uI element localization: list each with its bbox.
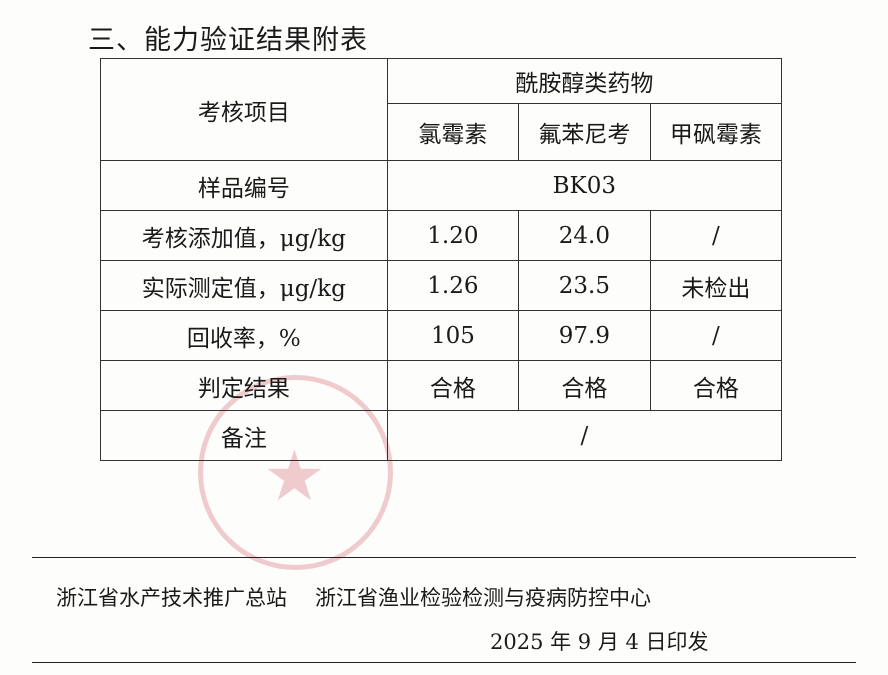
cell: 1.20 — [386, 210, 520, 261]
row-label: 考核添加值，μg/kg — [100, 210, 388, 261]
cell: / — [649, 210, 783, 261]
table-row: 实际测定值，μg/kg 1.26 23.5 未检出 — [100, 260, 783, 311]
table-row: 考核添加值，μg/kg 1.20 24.0 / — [100, 210, 783, 261]
divider-top — [32, 557, 856, 558]
header-drug: 氟苯尼考 — [518, 103, 651, 161]
row-label: 判定结果 — [100, 360, 388, 411]
footer-issuers: 浙江省水产技术推广总站 浙江省渔业检验检测与疫病防控中心 — [56, 582, 651, 612]
table-row: 回收率，% 105 97.9 / — [100, 310, 783, 361]
cell: 1.26 — [386, 260, 520, 311]
divider-bottom — [32, 662, 856, 663]
cell: 24.0 — [518, 210, 651, 261]
cell: 23.5 — [518, 260, 651, 311]
cell: / — [649, 310, 783, 361]
sample-id: BK03 — [386, 160, 783, 211]
section-title: 三、能力验证结果附表 — [88, 25, 368, 56]
cell: 合格 — [518, 360, 651, 411]
issuer-2: 浙江省渔业检验检测与疫病防控中心 — [315, 586, 651, 610]
row-label: 备注 — [100, 410, 388, 461]
results-table: 考核项目 酰胺醇类药物 氯霉素 氟苯尼考 甲砜霉素 样品编号 BK03 考核添加… — [100, 58, 783, 461]
row-label: 回收率，% — [100, 310, 388, 361]
cell: 105 — [386, 310, 520, 361]
cell: 未检出 — [649, 260, 783, 311]
row-label: 样品编号 — [100, 160, 388, 211]
issuer-1: 浙江省水产技术推广总站 — [56, 586, 287, 610]
cell: 合格 — [649, 360, 783, 411]
cell: 97.9 — [518, 310, 651, 361]
table-row: 判定结果 合格 合格 合格 — [100, 360, 783, 411]
table-row: 备注 / — [100, 410, 783, 461]
issue-date: 2025 年 9 月 4 日印发 — [490, 630, 709, 654]
header-drug: 氯霉素 — [386, 103, 520, 161]
header-group: 酰胺醇类药物 — [386, 58, 783, 104]
remark-value: / — [386, 410, 783, 461]
header-item: 考核项目 — [100, 58, 388, 161]
table-row: 样品编号 BK03 — [100, 160, 783, 211]
cell: 合格 — [386, 360, 520, 411]
header-drug: 甲砜霉素 — [649, 103, 783, 161]
row-label: 实际测定值，μg/kg — [100, 260, 388, 311]
